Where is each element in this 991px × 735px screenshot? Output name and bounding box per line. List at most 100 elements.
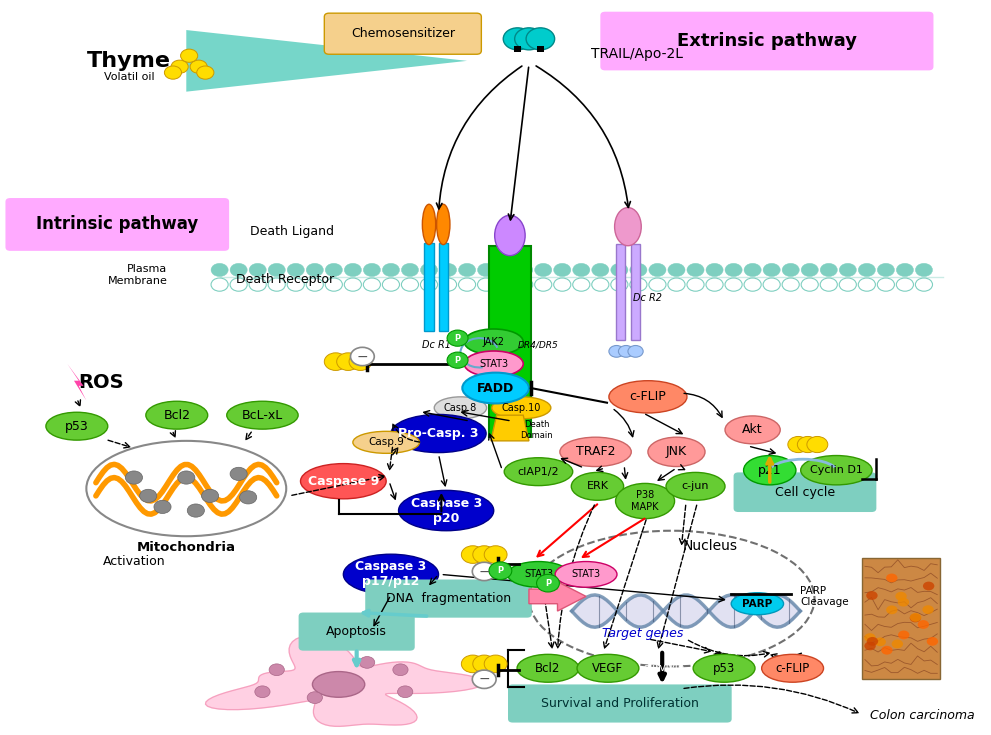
Text: P38
MAPK: P38 MAPK	[631, 490, 659, 512]
Ellipse shape	[743, 456, 796, 485]
Circle shape	[535, 263, 552, 276]
Circle shape	[307, 692, 322, 703]
Circle shape	[269, 263, 285, 276]
Circle shape	[420, 278, 438, 291]
Ellipse shape	[555, 562, 617, 587]
Circle shape	[877, 278, 895, 291]
Circle shape	[197, 66, 214, 79]
Circle shape	[592, 278, 608, 291]
Ellipse shape	[398, 490, 494, 531]
Circle shape	[706, 278, 723, 291]
Circle shape	[201, 490, 219, 503]
FancyBboxPatch shape	[324, 13, 482, 54]
Circle shape	[630, 278, 647, 291]
Circle shape	[916, 278, 933, 291]
Text: Casp.10: Casp.10	[501, 403, 541, 413]
Circle shape	[383, 263, 399, 276]
Circle shape	[618, 345, 633, 357]
Text: −: −	[357, 350, 369, 364]
Polygon shape	[491, 415, 529, 441]
Circle shape	[364, 263, 381, 276]
Circle shape	[668, 263, 685, 276]
Circle shape	[287, 263, 304, 276]
Circle shape	[898, 598, 909, 606]
Circle shape	[923, 581, 935, 590]
Ellipse shape	[473, 562, 496, 581]
Text: JNK: JNK	[666, 445, 687, 459]
Circle shape	[462, 655, 485, 673]
Ellipse shape	[343, 554, 439, 595]
Circle shape	[687, 278, 704, 291]
Circle shape	[485, 546, 507, 563]
Bar	[862, 559, 940, 679]
Circle shape	[892, 639, 903, 648]
Circle shape	[503, 28, 532, 50]
Text: Casp.9: Casp.9	[369, 437, 404, 448]
Circle shape	[554, 278, 571, 291]
Ellipse shape	[353, 431, 419, 453]
Ellipse shape	[46, 412, 108, 440]
Ellipse shape	[517, 654, 579, 682]
Circle shape	[325, 278, 343, 291]
Circle shape	[439, 263, 457, 276]
Text: c-FLIP: c-FLIP	[629, 390, 666, 404]
Text: DNA: DNA	[734, 596, 771, 612]
Circle shape	[344, 278, 362, 291]
Circle shape	[918, 620, 929, 629]
Circle shape	[801, 263, 819, 276]
Text: p53: p53	[713, 662, 735, 675]
Circle shape	[154, 501, 171, 514]
Circle shape	[877, 263, 895, 276]
Bar	[536, 46, 544, 52]
Circle shape	[608, 345, 624, 357]
Circle shape	[867, 637, 878, 646]
Ellipse shape	[693, 654, 755, 682]
Text: PARP: PARP	[800, 586, 826, 595]
Circle shape	[230, 263, 247, 276]
Circle shape	[126, 471, 143, 484]
Text: Target genes: Target genes	[603, 626, 684, 639]
Circle shape	[462, 546, 485, 563]
Circle shape	[344, 263, 362, 276]
Circle shape	[725, 278, 742, 291]
Circle shape	[573, 278, 590, 291]
Circle shape	[744, 263, 761, 276]
Circle shape	[515, 263, 533, 276]
Circle shape	[782, 263, 800, 276]
Circle shape	[349, 353, 372, 370]
Circle shape	[364, 278, 381, 291]
Ellipse shape	[615, 484, 675, 519]
Ellipse shape	[422, 204, 436, 245]
Circle shape	[459, 263, 476, 276]
Circle shape	[801, 278, 819, 291]
Text: Nucleus: Nucleus	[682, 539, 737, 553]
Text: Cleavage: Cleavage	[800, 598, 849, 607]
Ellipse shape	[801, 456, 872, 485]
Text: P: P	[497, 566, 503, 576]
Circle shape	[916, 263, 933, 276]
Circle shape	[706, 263, 723, 276]
Text: Colon carcinoma: Colon carcinoma	[870, 709, 974, 723]
Text: Caspase 3
p20: Caspase 3 p20	[410, 497, 482, 525]
Circle shape	[420, 263, 438, 276]
Circle shape	[554, 263, 571, 276]
Circle shape	[821, 278, 837, 291]
Ellipse shape	[666, 473, 725, 501]
Circle shape	[473, 655, 496, 673]
Text: Activation: Activation	[103, 556, 165, 568]
Ellipse shape	[648, 437, 705, 467]
Circle shape	[610, 263, 628, 276]
Circle shape	[896, 278, 914, 291]
Circle shape	[592, 263, 608, 276]
Bar	[615, 244, 625, 340]
Circle shape	[496, 263, 513, 276]
Text: −: −	[479, 673, 490, 686]
Text: Death
Domain: Death Domain	[520, 420, 553, 440]
Ellipse shape	[560, 437, 631, 467]
Text: Cyclin D1: Cyclin D1	[810, 465, 863, 476]
Circle shape	[526, 28, 555, 50]
Bar	[631, 244, 640, 340]
Circle shape	[896, 263, 914, 276]
Ellipse shape	[608, 381, 687, 413]
FancyBboxPatch shape	[366, 579, 532, 617]
